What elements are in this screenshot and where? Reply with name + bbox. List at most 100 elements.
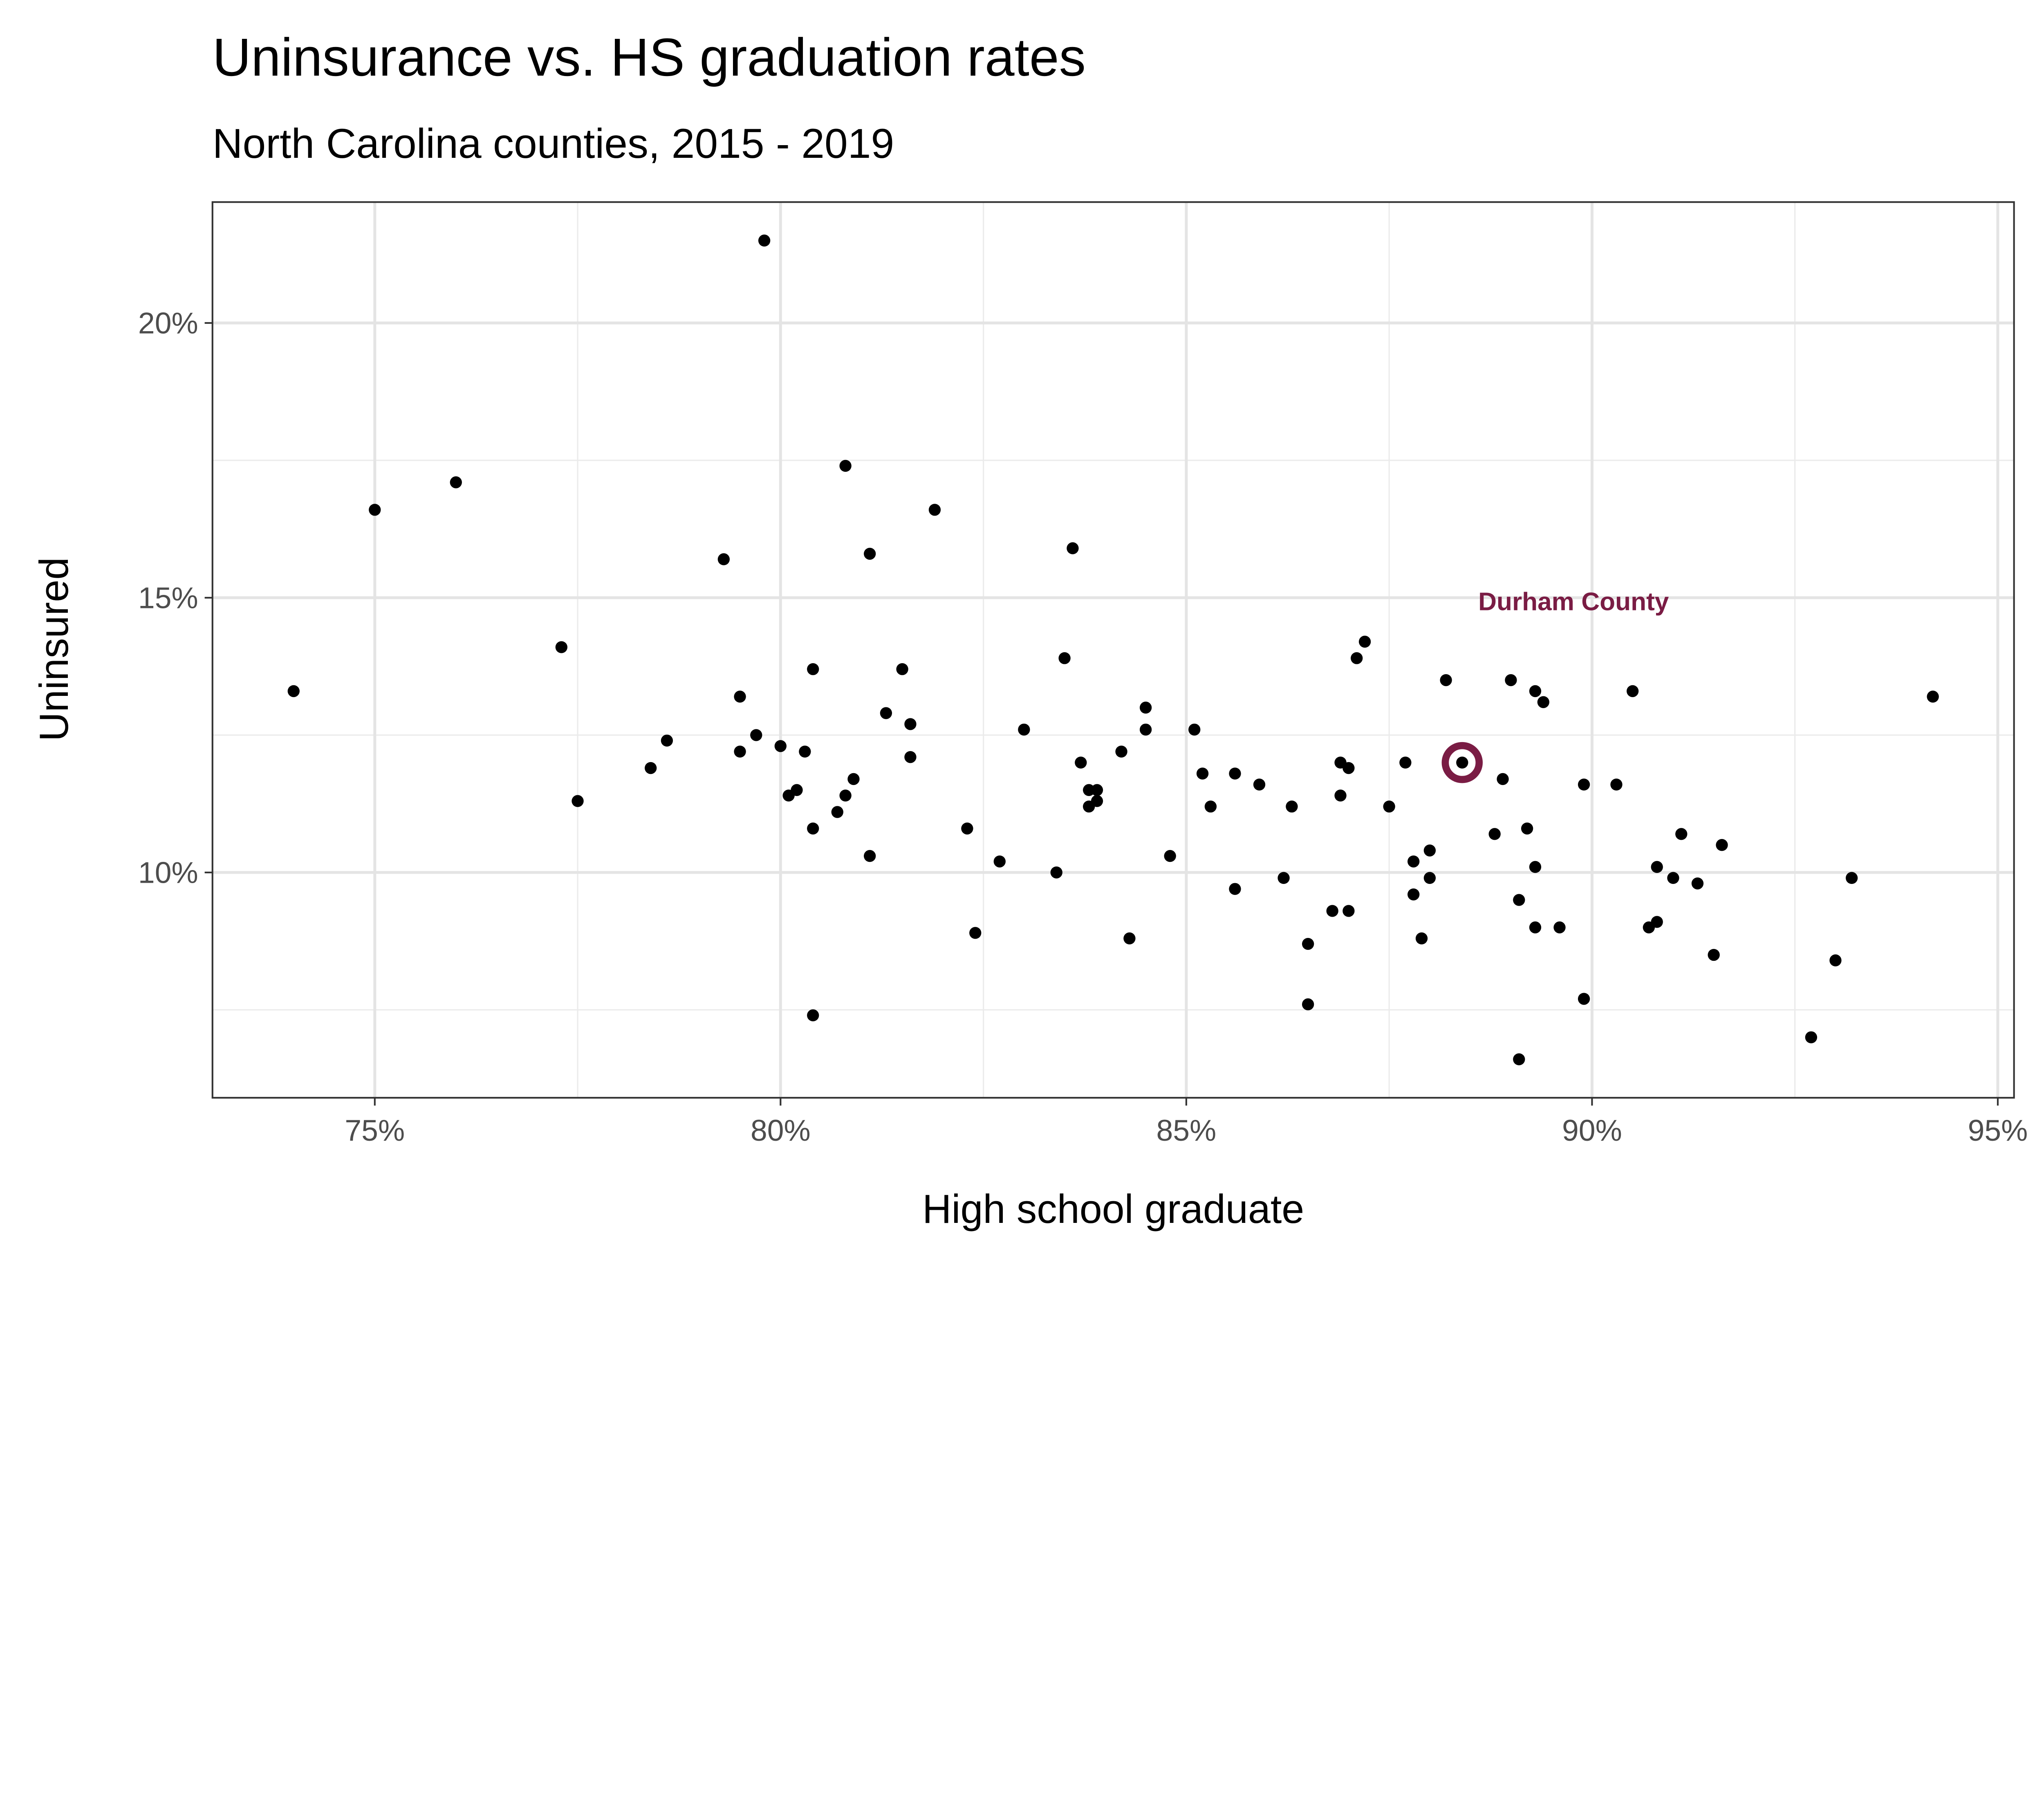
data-point <box>1488 828 1501 840</box>
data-point <box>661 734 673 747</box>
panel-border <box>211 201 2015 1099</box>
data-point <box>1188 723 1201 736</box>
data-points <box>287 234 1939 1065</box>
data-point <box>1204 800 1217 813</box>
data-point <box>839 790 852 802</box>
data-point <box>1399 756 1412 769</box>
y-tick-label: 20% <box>138 306 198 340</box>
data-point <box>1805 1031 1818 1043</box>
data-point <box>839 460 852 472</box>
data-point <box>645 762 657 774</box>
data-point <box>1067 542 1079 554</box>
data-point <box>1342 762 1355 774</box>
data-point <box>1164 850 1176 862</box>
data-point <box>1196 767 1209 780</box>
data-point <box>1829 954 1842 967</box>
data-point <box>928 504 941 516</box>
x-tick-label: 75% <box>345 1114 405 1147</box>
data-point <box>831 806 843 818</box>
data-point <box>791 784 803 796</box>
data-point <box>1253 778 1266 791</box>
x-axis-ticks: 75% 80% 85% 90% 95% <box>345 1097 2028 1147</box>
data-point <box>1927 691 1939 703</box>
data-point <box>1407 888 1420 901</box>
data-point <box>1423 872 1436 884</box>
data-point <box>750 729 762 741</box>
data-point <box>1845 872 1858 884</box>
data-point <box>1505 674 1517 686</box>
data-point <box>1139 723 1152 736</box>
chart-title: Uninsurance vs. HS graduation rates <box>213 27 1086 87</box>
data-point <box>734 745 746 758</box>
x-tick-label: 85% <box>1156 1114 1216 1147</box>
data-point <box>1675 828 1688 840</box>
data-point <box>1050 866 1062 879</box>
data-point <box>1286 800 1298 813</box>
data-point <box>1497 773 1509 785</box>
data-point <box>287 685 300 698</box>
background <box>0 0 2044 1263</box>
data-point <box>1091 784 1103 796</box>
data-point <box>807 822 819 835</box>
data-point <box>1075 756 1087 769</box>
data-point <box>1513 894 1525 906</box>
data-point <box>1278 872 1290 884</box>
scatter-chart: Uninsurance vs. HS graduation rates Nort… <box>0 0 2044 1263</box>
data-point <box>807 1009 819 1022</box>
durham-label: Durham County <box>1478 588 1669 616</box>
data-point <box>1423 844 1436 857</box>
y-axis-title: Uninsured <box>31 557 76 742</box>
data-point <box>717 553 730 565</box>
data-point <box>1058 652 1071 664</box>
data-point <box>1342 905 1355 917</box>
data-point <box>1123 932 1136 944</box>
data-point <box>1091 795 1103 807</box>
data-point <box>1139 702 1152 714</box>
data-point <box>1302 998 1314 1011</box>
data-point <box>1529 685 1542 698</box>
x-tick-label: 80% <box>751 1114 811 1147</box>
data-point <box>1529 921 1542 933</box>
data-point <box>847 773 860 785</box>
data-point <box>807 663 819 675</box>
data-point <box>1521 822 1533 835</box>
data-point <box>1667 872 1679 884</box>
x-tick-label: 95% <box>1968 1114 2028 1147</box>
x-axis-title: High school graduate <box>922 1186 1304 1231</box>
data-point <box>1326 905 1338 917</box>
data-point <box>1651 916 1663 928</box>
data-point <box>880 707 892 719</box>
data-point <box>904 718 917 730</box>
data-point <box>1578 993 1590 1005</box>
data-point <box>734 691 746 703</box>
y-tick-label: 10% <box>138 856 198 889</box>
gridlines <box>212 202 2014 1098</box>
data-point <box>1456 756 1468 769</box>
data-point <box>864 850 876 862</box>
data-point <box>369 504 381 516</box>
data-point <box>1383 800 1395 813</box>
data-point <box>1334 790 1347 802</box>
data-point <box>758 234 771 247</box>
data-point <box>1302 938 1314 950</box>
data-point <box>1691 877 1704 890</box>
data-point <box>1440 674 1452 686</box>
y-tick-label: 15% <box>138 581 198 615</box>
data-point <box>904 751 917 763</box>
data-point <box>1115 745 1127 758</box>
data-point <box>1229 767 1241 780</box>
y-axis-ticks: 10% 15% 20% <box>138 306 213 889</box>
data-point <box>774 740 787 752</box>
data-point <box>572 795 584 807</box>
data-point <box>1018 723 1030 736</box>
data-point <box>555 641 568 653</box>
chart-subtitle: North Carolina counties, 2015 - 2019 <box>213 120 894 167</box>
data-point <box>1407 855 1420 868</box>
data-point <box>1578 778 1590 791</box>
data-point <box>1537 696 1549 708</box>
data-point <box>1708 949 1720 961</box>
data-point <box>1513 1053 1525 1065</box>
data-point <box>1229 883 1241 895</box>
data-point <box>799 745 811 758</box>
x-tick-label: 90% <box>1562 1114 1622 1147</box>
